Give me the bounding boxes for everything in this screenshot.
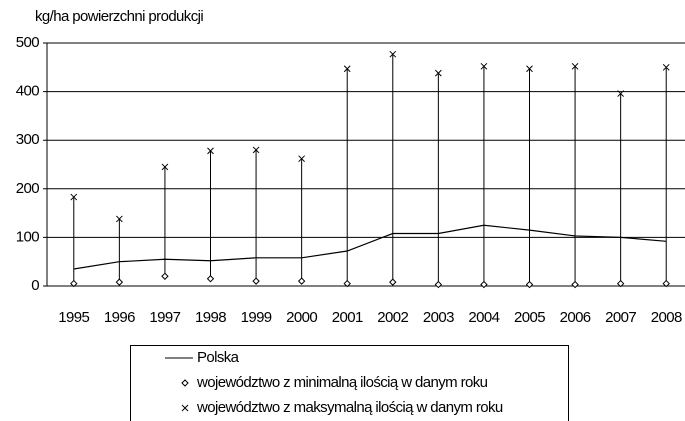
x-tick-label: 2007: [605, 309, 636, 326]
min-marker: [70, 279, 78, 288]
max-marker: [662, 63, 670, 71]
series-line: [73, 224, 667, 270]
min-marker: [252, 277, 260, 285]
max-marker: [526, 65, 533, 73]
min-marker: [297, 277, 306, 285]
max-marker: [571, 62, 579, 70]
min-marker: [115, 278, 124, 286]
y-tick-label: 500: [16, 34, 39, 51]
legend-label: województwo z minimalną ilością w danym …: [196, 374, 488, 391]
min-marker: [662, 279, 670, 288]
x-tick-label: 1995: [58, 309, 89, 326]
max-marker: [435, 69, 442, 77]
max-marker: [116, 215, 123, 223]
y-tick-label: 100: [16, 228, 39, 245]
x-tick-label: 2006: [560, 309, 591, 326]
x-tick-label: 1998: [195, 309, 226, 326]
min-marker: [343, 279, 351, 288]
min-marker: [480, 280, 488, 289]
max-marker: [298, 155, 305, 163]
legend-label: Polska: [197, 349, 240, 366]
x-tick-label: 1997: [149, 309, 180, 326]
min-marker: [161, 272, 169, 280]
max-marker: [181, 404, 189, 412]
min-marker: [434, 280, 443, 289]
max-marker: [617, 90, 624, 97]
y-tick-label: 300: [16, 131, 39, 148]
max-marker: [480, 62, 488, 70]
y-tick-label: 400: [16, 83, 39, 100]
legend-box: [130, 345, 569, 421]
min-marker: [525, 280, 534, 289]
x-tick-label: 2001: [332, 309, 363, 326]
max-marker: [161, 163, 169, 171]
min-marker: [389, 278, 397, 286]
y-tick-label: 0: [31, 277, 39, 294]
min-marker: [181, 379, 189, 387]
max-marker: [70, 193, 78, 201]
x-tick-label: 2004: [468, 309, 499, 326]
max-marker: [389, 50, 397, 58]
min-marker: [206, 275, 215, 283]
x-tick-label: 2002: [377, 309, 408, 326]
x-tick-label: 2005: [514, 309, 545, 326]
x-tick-label: 2008: [651, 309, 682, 326]
min-marker: [616, 279, 625, 288]
min-marker: [571, 280, 579, 289]
axis-label: kg/ha powierzchni produkcji: [35, 8, 203, 25]
x-tick-label: 1996: [104, 309, 135, 326]
legend-label: województwo z maksymalną ilością w danym…: [196, 399, 503, 416]
max-marker: [207, 147, 214, 155]
x-tick-label: 2003: [423, 309, 454, 326]
x-tick-label: 2000: [286, 309, 317, 326]
x-tick-label: 1999: [241, 309, 272, 326]
y-tick-label: 200: [16, 180, 39, 197]
max-marker: [343, 65, 351, 73]
max-marker: [252, 146, 260, 154]
